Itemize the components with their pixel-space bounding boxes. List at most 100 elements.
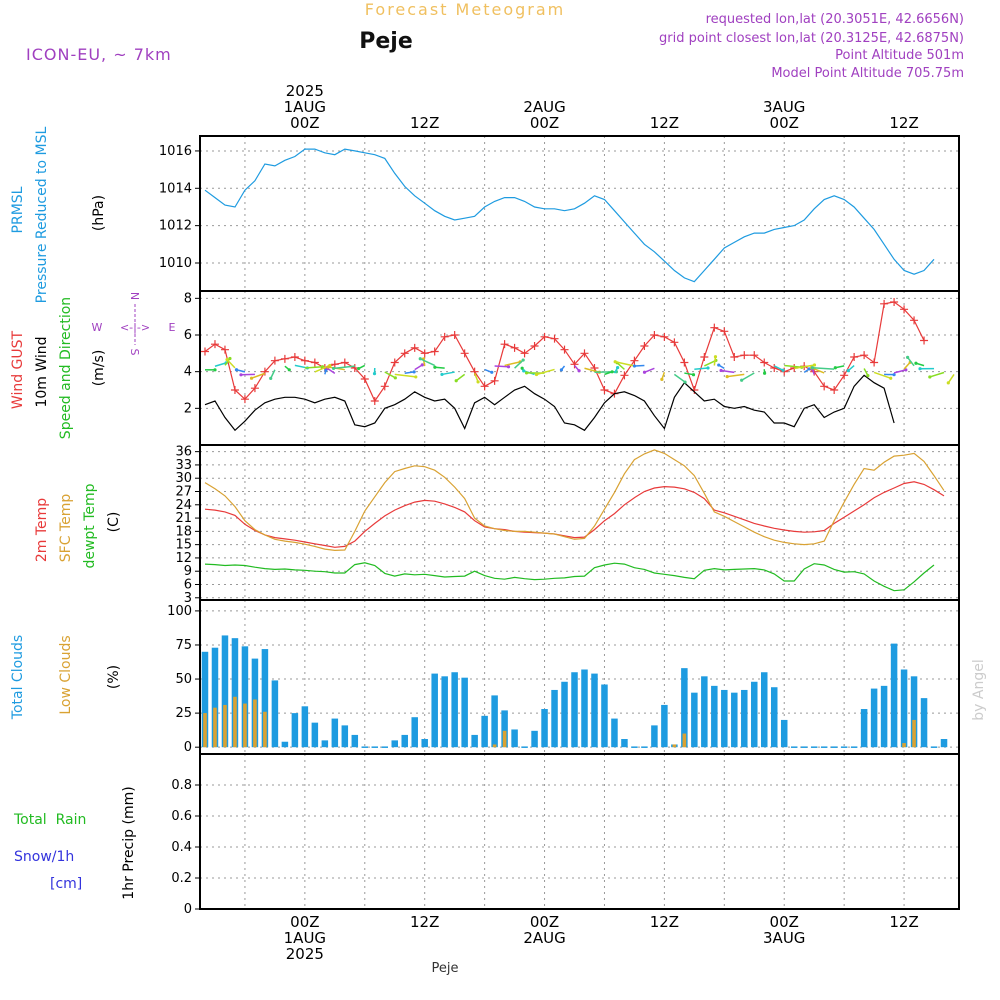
- total-cloud-bar: [561, 681, 568, 748]
- time-label: 2AUG: [523, 929, 565, 947]
- gridpoint-coords: grid point closest lon,lat (20.3125E, 42…: [659, 31, 964, 46]
- wind-direction-arrow: [704, 359, 717, 367]
- point-altitude: Point Altitude 501m: [835, 48, 964, 63]
- gust-point: [760, 358, 769, 367]
- wind-arrow-head: [372, 372, 377, 376]
- pressure-unit: (hPa): [91, 195, 107, 231]
- total-cloud-bar: [511, 729, 518, 748]
- y-tick-label: 1012: [159, 219, 192, 234]
- total-cloud-bar: [751, 681, 758, 748]
- panel-frame: [199, 135, 960, 292]
- gust-point: [860, 351, 869, 360]
- pressure-line: [204, 148, 935, 283]
- wind-direction-arrow: [536, 368, 555, 376]
- gust-point: [630, 356, 639, 365]
- wind-direction-arrow: [494, 365, 509, 368]
- gust-point: [620, 371, 629, 380]
- wind-arrow-head: [524, 371, 529, 375]
- gust-point: [340, 358, 349, 367]
- wind-direction-arrow: [333, 365, 355, 370]
- gust-point: [700, 353, 709, 361]
- pressure-panel-labels: PRMSL Pressure Reduced to MSL (hPa): [10, 126, 107, 303]
- wind-arrow-head: [833, 366, 837, 370]
- wind-arrow-head: [454, 379, 458, 383]
- low-cloud-bar: [253, 699, 257, 748]
- y-tick-label: 27: [175, 485, 192, 500]
- total-cloud-bar: [880, 685, 888, 748]
- wind-arrow-head: [613, 360, 617, 364]
- wind-arrow-head: [490, 370, 494, 374]
- wind-arrow-head: [610, 370, 614, 374]
- wind-direction-arrow: [504, 361, 521, 367]
- time-label: 12Z: [410, 114, 439, 132]
- total-cloud-bar: [731, 692, 738, 748]
- low-cloud-bar: [672, 744, 677, 748]
- y-tick-label: 0.8: [171, 778, 192, 793]
- wind-arrow-head: [559, 368, 564, 372]
- gust-point: [820, 382, 829, 391]
- low-cloud-bar: [223, 704, 227, 748]
- wind-arrow-head: [717, 363, 721, 367]
- total-cloud-bar: [421, 739, 428, 748]
- total-cloud-bar: [201, 651, 209, 748]
- total-cloud-bar: [761, 672, 768, 748]
- dewpt-label: dewpt Temp: [82, 483, 98, 568]
- total-cloud-bar: [780, 719, 788, 748]
- compass-north: N: [128, 292, 141, 300]
- time-label: 12Z: [410, 913, 439, 931]
- low-cloud-bar: [263, 711, 267, 748]
- wind-direction-arrow: [394, 373, 416, 378]
- wind-arrow-head: [522, 369, 526, 373]
- gust-point: [410, 343, 419, 352]
- y-tick-label: 30: [175, 471, 192, 486]
- y-tick-label: 0: [184, 740, 192, 755]
- gust-point: [680, 358, 689, 367]
- gust-point: [220, 345, 229, 354]
- panel-frame: [199, 753, 960, 910]
- wind-direction-arrow: [812, 367, 835, 370]
- cloud-panel-labels: Total Clouds Low Clouds (%): [10, 635, 122, 720]
- time-label: 00Z: [290, 913, 319, 931]
- gust-point: [200, 347, 209, 356]
- total-cloud-bar: [711, 685, 718, 748]
- total-cloud-bar: [471, 734, 478, 748]
- total-cloud-bar: [900, 669, 908, 748]
- total-cloud-bar: [431, 673, 438, 748]
- gust-point: [870, 358, 879, 367]
- gust-point: [460, 349, 469, 358]
- rain-label: Total Rain: [13, 812, 86, 828]
- total-cloud-bar: [940, 739, 948, 748]
- time-label: 12Z: [889, 114, 918, 132]
- gust-point: [520, 349, 529, 358]
- wind-arrow-head: [719, 368, 723, 373]
- wind-arrow-head: [740, 378, 744, 382]
- compass-south: S: [128, 349, 141, 356]
- wind-arrow-head: [889, 376, 893, 380]
- wind-direction-arrow: [214, 362, 227, 367]
- total-cloud-bar: [910, 676, 918, 748]
- wind-arrow-head: [691, 373, 696, 377]
- wind-direction-arrow: [694, 367, 709, 371]
- low-cloud-bar: [902, 743, 906, 748]
- wind-direction-arrow: [441, 371, 455, 376]
- gust-label: Wind GUST: [10, 330, 26, 409]
- total-cloud-bar: [661, 704, 668, 748]
- y-tick-label: 15: [175, 538, 192, 553]
- total-cloud-bar: [491, 695, 498, 748]
- wind-arrow-head: [249, 376, 254, 380]
- wind-arrow-head: [577, 369, 581, 373]
- wind-direction-arrow: [455, 373, 466, 382]
- wind-arrow-head: [781, 368, 785, 372]
- gust-point: [370, 397, 379, 405]
- clouds-unit: (%): [106, 665, 122, 689]
- gust-point: [920, 336, 929, 345]
- gust-point: [830, 386, 839, 394]
- time-label: 00Z: [530, 114, 559, 132]
- wind-direction-arrow: [893, 369, 907, 374]
- wind-arrow-head: [440, 372, 444, 377]
- total-clouds-label: Total Clouds: [10, 635, 26, 720]
- wind-arrow-head: [642, 370, 647, 374]
- total-cloud-bar: [651, 725, 658, 748]
